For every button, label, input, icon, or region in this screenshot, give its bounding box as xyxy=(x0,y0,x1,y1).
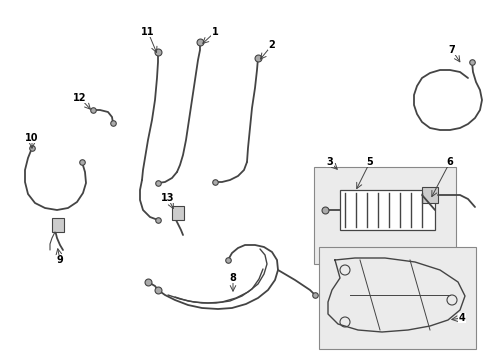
Text: 9: 9 xyxy=(57,255,63,265)
Bar xyxy=(422,187,438,203)
FancyBboxPatch shape xyxy=(319,247,476,349)
Text: 13: 13 xyxy=(161,193,175,203)
Text: 10: 10 xyxy=(25,133,39,143)
Text: 6: 6 xyxy=(446,157,453,167)
Bar xyxy=(172,206,184,220)
Text: 2: 2 xyxy=(269,40,275,50)
Text: 1: 1 xyxy=(212,27,219,37)
FancyBboxPatch shape xyxy=(314,167,456,264)
Text: 11: 11 xyxy=(141,27,155,37)
Text: 7: 7 xyxy=(449,45,455,55)
Bar xyxy=(340,190,435,230)
Bar xyxy=(52,218,64,232)
Text: 5: 5 xyxy=(367,157,373,167)
Text: 12: 12 xyxy=(73,93,87,103)
Text: 4: 4 xyxy=(459,313,466,323)
Text: 3: 3 xyxy=(327,157,333,167)
Text: 8: 8 xyxy=(229,273,237,283)
